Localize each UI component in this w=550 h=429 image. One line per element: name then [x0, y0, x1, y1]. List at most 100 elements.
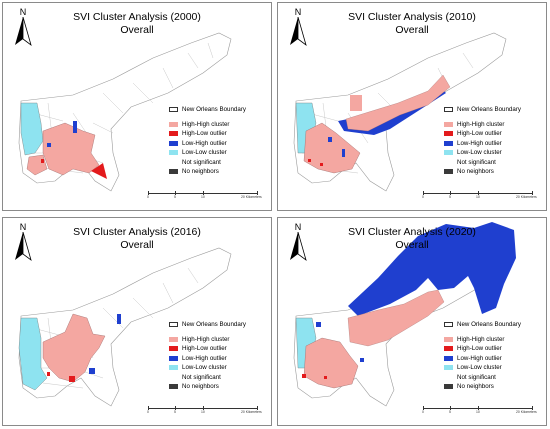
low-high-outlier	[328, 137, 332, 142]
title-line-2: Overall	[120, 24, 154, 36]
low-high-outlier	[348, 222, 516, 316]
high-low-outlier	[320, 163, 323, 166]
legend-label: No neighbors	[182, 382, 219, 390]
legend-item: No neighbors	[444, 168, 544, 177]
map-title: SVI Cluster Analysis (2000) Overall	[3, 11, 271, 37]
legend-swatch	[444, 140, 453, 146]
legend-label: Not significant	[457, 373, 496, 381]
title-line-2: Overall	[395, 239, 429, 251]
legend-swatch	[169, 375, 178, 380]
legend-label: New Orleans Boundary	[457, 106, 521, 113]
legend-item: Low-High outlier	[169, 140, 269, 149]
legend-label: Low-Low cluster	[457, 364, 502, 372]
legend-swatch	[169, 160, 178, 165]
legend-item: No neighbors	[169, 168, 269, 177]
legend-swatch	[444, 375, 453, 380]
legend-swatch	[169, 355, 178, 361]
legend-label: Not significant	[182, 158, 221, 166]
high-low-outlier	[91, 163, 107, 179]
legend-item: New Orleans Boundary	[169, 106, 269, 121]
scale-label: 5	[449, 195, 451, 199]
svi-map-2000	[18, 32, 232, 192]
low-high-outlier	[360, 358, 364, 362]
north-label: N	[19, 7, 27, 17]
legend-label: Low-High outlier	[182, 354, 227, 362]
legend: New Orleans Boundary High-High cluster H…	[169, 106, 269, 177]
legend-label: No neighbors	[457, 382, 494, 390]
legend-swatch	[444, 346, 453, 352]
low-high-outlier	[342, 149, 345, 157]
legend-item: No neighbors	[444, 383, 544, 392]
legend-item: New Orleans Boundary	[444, 106, 544, 121]
legend-swatch	[169, 131, 178, 137]
legend-swatch	[444, 107, 453, 112]
legend-item: High-Low outlier	[169, 345, 269, 354]
legend-item: Not significant	[169, 374, 269, 383]
scale-bar: 0 5 10 20 Kilometers	[145, 190, 262, 202]
legend-item: Low-High outlier	[444, 140, 544, 149]
legend: New Orleans Boundary High-High cluster H…	[444, 106, 544, 177]
north-arrow: N	[288, 222, 308, 266]
scale-bar: 0 5 10 20 Kilometers	[420, 405, 537, 417]
legend-item: High-High cluster	[169, 121, 269, 130]
legend-swatch	[169, 150, 178, 156]
legend-swatch	[169, 140, 178, 146]
legend-swatch	[444, 168, 453, 174]
north-label: N	[294, 7, 302, 17]
legend-label: Low-High outlier	[457, 354, 502, 362]
legend-label: No neighbors	[182, 167, 219, 175]
legend-label: Low-High outlier	[457, 139, 502, 147]
legend-label: Not significant	[457, 158, 496, 166]
title-line-2: Overall	[120, 239, 154, 251]
legend-item: High-High cluster	[169, 336, 269, 345]
legend-item: High-High cluster	[444, 121, 544, 130]
scale-label: 10	[201, 195, 205, 199]
map-panel-2020: N SVI Cluster Analysis (2020) Overall Ne…	[277, 217, 547, 426]
scale-label: 0	[147, 410, 149, 414]
svi-map-2016	[18, 247, 232, 407]
north-arrow-icon	[15, 231, 32, 262]
legend-label: High-High cluster	[457, 336, 505, 343]
legend-label: High-Low outlier	[182, 345, 227, 353]
title-line-1: SVI Cluster Analysis (2020)	[348, 226, 476, 238]
north-arrow-icon	[290, 231, 307, 262]
high-low-outlier	[47, 372, 50, 376]
legend-swatch	[444, 160, 453, 165]
legend-label: Low-Low cluster	[457, 149, 502, 157]
legend-label: Low-High outlier	[182, 139, 227, 147]
legend-item: High-Low outlier	[169, 130, 269, 139]
legend-item: Not significant	[169, 159, 269, 168]
low-high-outlier	[117, 314, 121, 324]
high-high-cluster	[303, 122, 361, 174]
low-high-outlier	[316, 322, 321, 327]
scale-label: 0	[422, 410, 424, 414]
legend-label: High-Low outlier	[457, 345, 502, 353]
legend-swatch	[169, 337, 178, 342]
legend-item: High-High cluster	[444, 336, 544, 345]
legend-item: Low-Low cluster	[444, 149, 544, 158]
legend-item: No neighbors	[169, 383, 269, 392]
high-high-cluster	[347, 289, 445, 347]
legend-swatch	[444, 322, 453, 327]
scale-bar: 0 5 10 20 Kilometers	[420, 190, 537, 202]
scale-label: 0	[147, 195, 149, 199]
scale-label: 20 Kilometers	[516, 195, 537, 199]
legend-item: Low-Low cluster	[169, 364, 269, 373]
legend-swatch	[169, 346, 178, 352]
high-high-cluster	[303, 337, 359, 389]
legend-item: High-Low outlier	[444, 345, 544, 354]
map-title: SVI Cluster Analysis (2020) Overall	[278, 226, 546, 252]
title-line-2: Overall	[395, 24, 429, 36]
north-label: N	[294, 222, 302, 232]
title-line-1: SVI Cluster Analysis (2000)	[73, 11, 201, 23]
map-title: SVI Cluster Analysis (2016) Overall	[3, 226, 271, 252]
legend-item: Low-High outlier	[169, 355, 269, 364]
low-low-cluster	[20, 102, 44, 156]
legend-label: New Orleans Boundary	[457, 321, 521, 328]
legend-item: Not significant	[444, 374, 544, 383]
legend-label: New Orleans Boundary	[182, 106, 246, 113]
svi-map-2020	[293, 222, 516, 407]
legend-label: Not significant	[182, 373, 221, 381]
scale-label: 5	[174, 410, 176, 414]
legend-swatch	[444, 131, 453, 137]
